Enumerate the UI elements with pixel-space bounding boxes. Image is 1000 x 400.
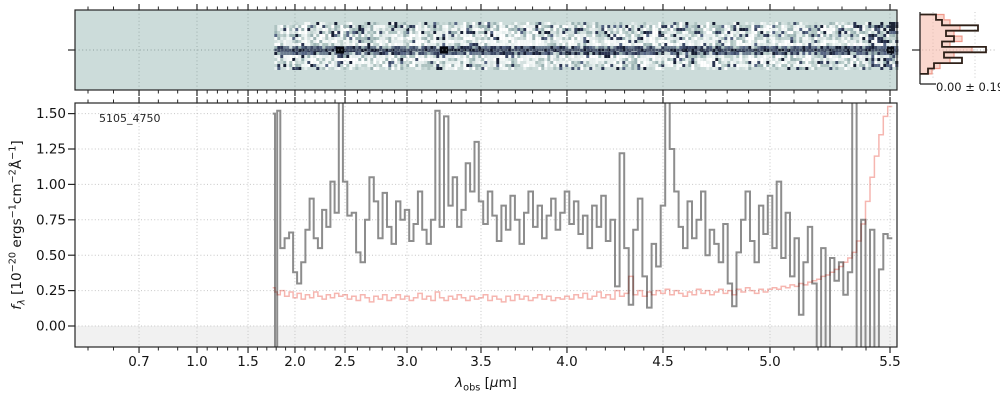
tick-label: 1.0 — [186, 354, 207, 370]
spectrum-line — [272, 103, 893, 347]
axis-label-part: −1 — [7, 204, 19, 219]
axis-label-part: −2 — [7, 169, 19, 184]
residual-hist-filled — [919, 13, 973, 75]
x-axis-label: λobs [μm] — [455, 375, 517, 394]
axis-label-part: −1 — [7, 145, 19, 160]
tick-label: 1.50 — [36, 106, 66, 122]
uncertainty-line — [272, 105, 893, 303]
axis-label-part: λ — [16, 299, 28, 305]
axis-label-part: ] — [9, 140, 25, 146]
axis-label-part: [10 — [9, 272, 25, 300]
y-axis-label: fλ [10−20 ergs−1cm−2Å−1] — [7, 140, 28, 310]
axis-label-part: f — [9, 304, 25, 310]
axis-label-part: ergs — [9, 218, 25, 252]
main-axes-frame — [74, 102, 898, 348]
residual-stats-label: 0.00 ± 0.19 — [936, 80, 1000, 94]
axis-label-part: λ — [455, 375, 464, 391]
trace-blob — [439, 46, 448, 54]
tick-labels: 0.7 1.0 1.5 2.0 2.5 3.0 3.5 4.0 4.5 5.0 5.5 0.00 0.2… — [36, 106, 901, 370]
tick-label: 1.25 — [36, 142, 66, 158]
tick-label: 5.5 — [879, 354, 900, 370]
spectrum-series — [272, 103, 893, 347]
axis-label-part: m] — [498, 375, 517, 391]
tick-label: 3.5 — [470, 354, 491, 370]
axis-label-part: [ — [480, 375, 490, 391]
tick-label: 0.7 — [128, 354, 149, 370]
axes-spines-ticks — [68, 4, 898, 353]
tick-label: 1.5 — [237, 354, 258, 370]
axis-label-part: cm — [9, 183, 25, 205]
tick-label: 0.50 — [36, 248, 66, 264]
axis-label-part: μ — [489, 375, 499, 391]
tick-label: 4.5 — [652, 354, 673, 370]
tick-label: 0.75 — [36, 212, 66, 228]
negative-flux-band — [75, 326, 897, 347]
tick-label: 0.25 — [36, 283, 66, 299]
object-id-label: 5105_4750 — [99, 112, 161, 125]
axis-label-part: obs — [463, 382, 481, 394]
residual-hist-outline — [920, 13, 987, 75]
panel-2d-spectrum — [74, 9, 899, 91]
tick-label: 2.0 — [284, 354, 305, 370]
axis-label-part: Å — [9, 159, 25, 170]
tick-label: 1.00 — [36, 177, 66, 193]
panel-residual-histogram — [912, 12, 996, 85]
tick-label: 2.5 — [334, 354, 355, 370]
tick-label: 0.00 — [36, 319, 66, 335]
axis-label-part: −20 — [7, 251, 19, 273]
below-zero-shade — [75, 326, 897, 347]
tick-label: 5.0 — [759, 354, 780, 370]
trace-blob — [336, 46, 345, 54]
tick-label: 3.0 — [396, 354, 417, 370]
tick-label: 4.0 — [556, 354, 577, 370]
